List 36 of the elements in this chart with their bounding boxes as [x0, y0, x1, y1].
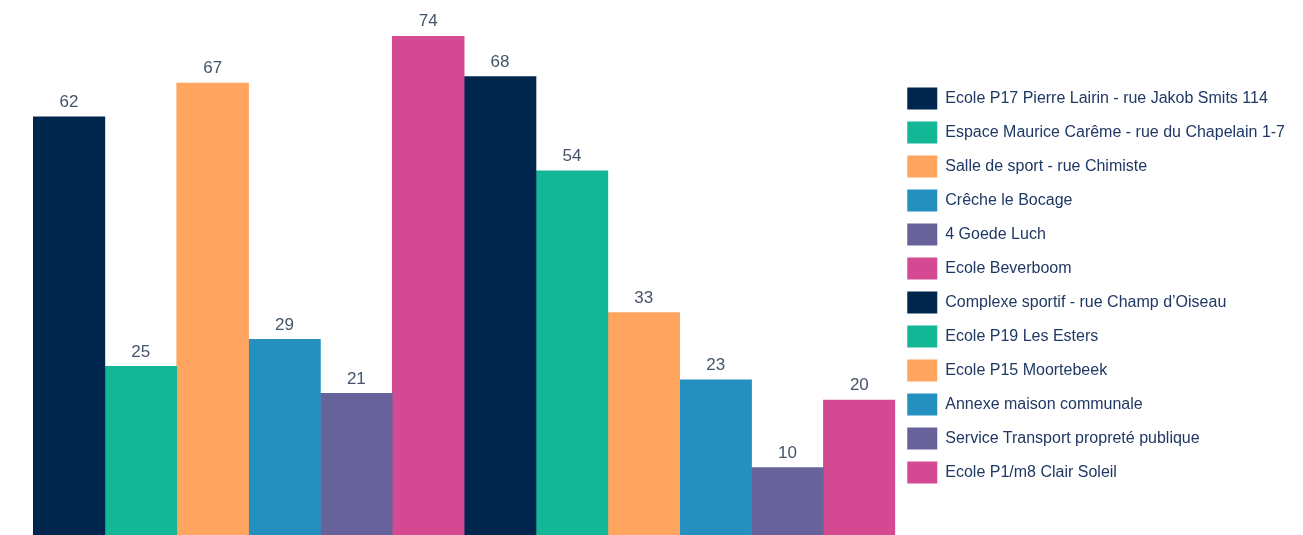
bar [751, 467, 824, 535]
bar [463, 76, 537, 535]
data-label: 10 [778, 442, 797, 462]
legend-label: Crêche le Bocage [945, 190, 1073, 208]
data-label: 68 [490, 51, 510, 71]
legend-label: Annexe maison communale [945, 394, 1143, 412]
legend-label: Ecole P1/m8 Clair Soleil [945, 462, 1117, 480]
data-label: 74 [418, 11, 438, 31]
data-label: 21 [346, 368, 366, 388]
bar [248, 339, 321, 535]
bar [176, 82, 249, 535]
data-label: 54 [562, 146, 582, 166]
bar [33, 116, 106, 535]
data-label: 20 [849, 375, 869, 395]
legend-label: Complexe sportif - rue Champ d’Oiseau [945, 292, 1227, 310]
data-label: 67 [203, 58, 223, 78]
data-label: 29 [275, 314, 294, 334]
bar [104, 366, 178, 535]
bar [823, 399, 896, 535]
bar [679, 379, 752, 535]
legend-label: Ecole Beverboom [945, 258, 1072, 276]
data-label: 33 [634, 287, 654, 307]
legend-label: Ecole P19 Les Esters [945, 326, 1099, 344]
legend-label: Espace Maurice Carême - rue du Chapelain 1-7 [945, 122, 1286, 140]
legend-label: 4 Goede Luch [945, 224, 1046, 242]
data-label: 23 [706, 355, 726, 375]
bar [391, 36, 465, 535]
legend-label: Salle de sport - rue Chimiste [945, 156, 1148, 174]
data-label: 62 [59, 92, 79, 112]
bar [320, 393, 393, 535]
data-label: 25 [131, 341, 151, 361]
bar [535, 170, 609, 535]
legend-label: Ecole P15 Moortebeek [945, 360, 1109, 378]
legend-label: Ecole P17 Pierre Lairin - rue Jakob Smits 114 [945, 88, 1268, 106]
bar [607, 312, 681, 535]
legend-label: Service Transport propreté publique [945, 428, 1200, 446]
